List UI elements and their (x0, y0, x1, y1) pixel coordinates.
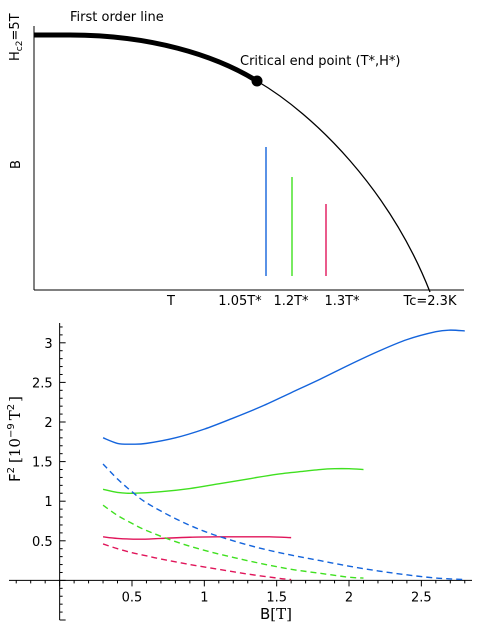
f2-vs-b-panel: 0.5 1 1.5 2 2.5 0.5 1 1.5 2 2.5 3 B[T] F2[10−9T2] (6, 323, 472, 623)
top-xtick-label: 1.3T* (324, 294, 360, 309)
bottom-xtick-label: 1 (200, 590, 208, 605)
top-xtick-label: 1.2T* (273, 294, 309, 309)
series-line-4-dashed (102, 463, 465, 581)
top-xtick-label: T (166, 294, 175, 309)
bottom-ylabel: F2[10−9T2] (6, 396, 24, 482)
bottom-xtick-label: 2 (345, 590, 353, 605)
series-line-2-solid (102, 467, 364, 495)
bottom-xtick-label: 0.5 (122, 590, 143, 605)
bottom-axes (9, 323, 472, 621)
bottom-xtick-label: 2.5 (411, 590, 432, 605)
bottom-ytick-label: 0.5 (32, 535, 53, 550)
first-order-line (34, 32, 259, 84)
bottom-series (102, 329, 465, 581)
bottom-ytick-label: 3 (44, 337, 52, 352)
top-ylabel-hc2: Hc2=5T (8, 13, 25, 61)
bottom-xlabel: B[T] (260, 605, 292, 623)
series-line-5-dashed (102, 504, 364, 579)
bottom-ytick-label: 1.5 (32, 456, 53, 471)
bottom-ytick-label: 1 (44, 495, 52, 510)
series-line-3-solid (102, 536, 292, 540)
series-line-1-solid (102, 329, 465, 445)
bottom-ytick-label: 2.5 (32, 376, 53, 391)
critical-end-point-marker (251, 75, 263, 87)
second-order-line (256, 80, 431, 293)
bottom-xtick-label: 1.5 (266, 590, 287, 605)
phase-diagram-panel: First order line Critical end point (T*,… (8, 10, 464, 309)
series-line-6-dashed (102, 543, 292, 581)
top-xtick-label: Tc=2.3K (403, 294, 457, 309)
top-ylabel-b: B (9, 160, 24, 169)
top-xtick-label: 1.05T* (218, 294, 262, 309)
critical-end-point-label: Critical end point (T*,H*) (240, 54, 401, 69)
bottom-tick-labels: 0.5 1 1.5 2 2.5 0.5 1 1.5 2 2.5 3 (32, 337, 432, 606)
first-order-line-label: First order line (70, 10, 164, 25)
bottom-ytick-label: 2 (44, 416, 52, 431)
